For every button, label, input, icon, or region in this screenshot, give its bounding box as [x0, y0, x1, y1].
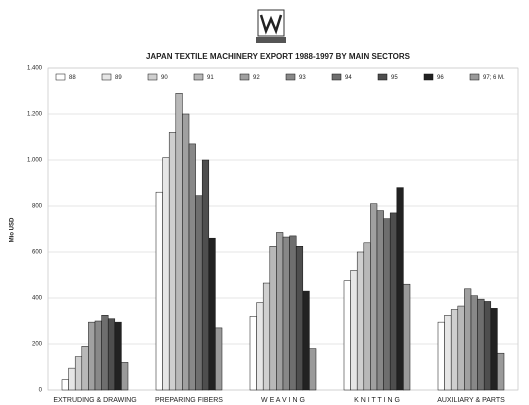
legend-swatch [331, 73, 342, 81]
bar [457, 305, 465, 391]
y-tick-label: 600 [32, 250, 43, 256]
legend-label: 92 [253, 75, 260, 81]
bar [490, 308, 498, 391]
legend-label: 91 [207, 75, 214, 81]
bar [74, 356, 83, 391]
bar [396, 187, 404, 391]
bar [88, 321, 96, 391]
bar [208, 237, 216, 391]
x-tick-label: AUXILIARY & PARTS [437, 397, 505, 404]
bar [363, 242, 371, 391]
bar [376, 210, 384, 391]
legend-label: 93 [299, 75, 306, 81]
legend-label: 88 [69, 75, 76, 81]
bar [262, 282, 271, 391]
bar [188, 143, 196, 391]
y-tick-label: 400 [32, 296, 43, 302]
legend-swatch [101, 73, 112, 81]
y-axis-label: Mio USD [10, 217, 16, 242]
bar [162, 157, 170, 391]
chart-title: JAPAN TEXTILE MACHINERY EXPORT 1988-1997… [146, 52, 411, 61]
bar [450, 309, 459, 391]
bar [114, 321, 122, 391]
bar [370, 203, 378, 391]
x-tick-label: EXTRUDING & DRAWING [53, 397, 136, 404]
bar [302, 290, 310, 391]
bar [68, 367, 76, 391]
bar [182, 113, 190, 391]
bar [295, 246, 304, 391]
bar [175, 93, 183, 391]
bar [477, 298, 485, 391]
legend-label: 94 [345, 75, 352, 81]
bar [107, 318, 116, 391]
bar [483, 301, 492, 391]
bar [470, 295, 478, 391]
bar [437, 321, 445, 391]
y-tick-label: 200 [32, 342, 43, 348]
bar [256, 302, 264, 391]
bar [350, 270, 358, 391]
y-tick-label: 1.400 [27, 66, 43, 72]
bar [497, 352, 505, 391]
legend-label: 96 [437, 75, 444, 81]
bar [444, 315, 452, 391]
logo [256, 9, 286, 43]
legend-swatch [55, 73, 66, 81]
y-tick-label: 1.200 [27, 112, 43, 118]
bar [101, 315, 109, 391]
bar [389, 212, 398, 391]
legend-swatch [423, 73, 434, 81]
bar [249, 316, 257, 391]
legend-swatch [193, 73, 204, 81]
bar [61, 379, 69, 391]
bar [282, 236, 290, 391]
y-tick-label: 800 [32, 204, 43, 210]
bar [215, 327, 223, 391]
bar [121, 362, 129, 391]
bar [309, 348, 317, 391]
bar [195, 195, 203, 391]
bar [403, 283, 411, 391]
bar [94, 320, 102, 391]
y-tick-label: 0 [39, 388, 43, 394]
bar [343, 280, 351, 391]
legend-label: 95 [391, 75, 398, 81]
bar [383, 218, 391, 391]
bar [289, 235, 297, 391]
bar [464, 288, 472, 391]
bar [168, 132, 177, 391]
legend-swatch [147, 73, 158, 81]
bar [356, 251, 365, 391]
legend-label: 89 [115, 75, 122, 81]
legend-swatch [239, 73, 250, 81]
bar [81, 346, 89, 391]
legend-label: 90 [161, 75, 168, 81]
bar [269, 246, 277, 391]
bar [201, 159, 210, 391]
x-tick-label: K N I T T I N G [354, 397, 400, 404]
legend-label: 97; 6 M. [483, 75, 505, 81]
y-tick-label: 1.000 [27, 158, 43, 164]
legend-swatch [469, 73, 480, 81]
bar [276, 232, 284, 391]
bar [155, 191, 163, 391]
legend-swatch [377, 73, 388, 81]
x-tick-label: PREPARING FIBERS [155, 397, 223, 404]
legend-swatch [285, 73, 296, 81]
x-tick-label: W E A V I N G [261, 397, 305, 404]
